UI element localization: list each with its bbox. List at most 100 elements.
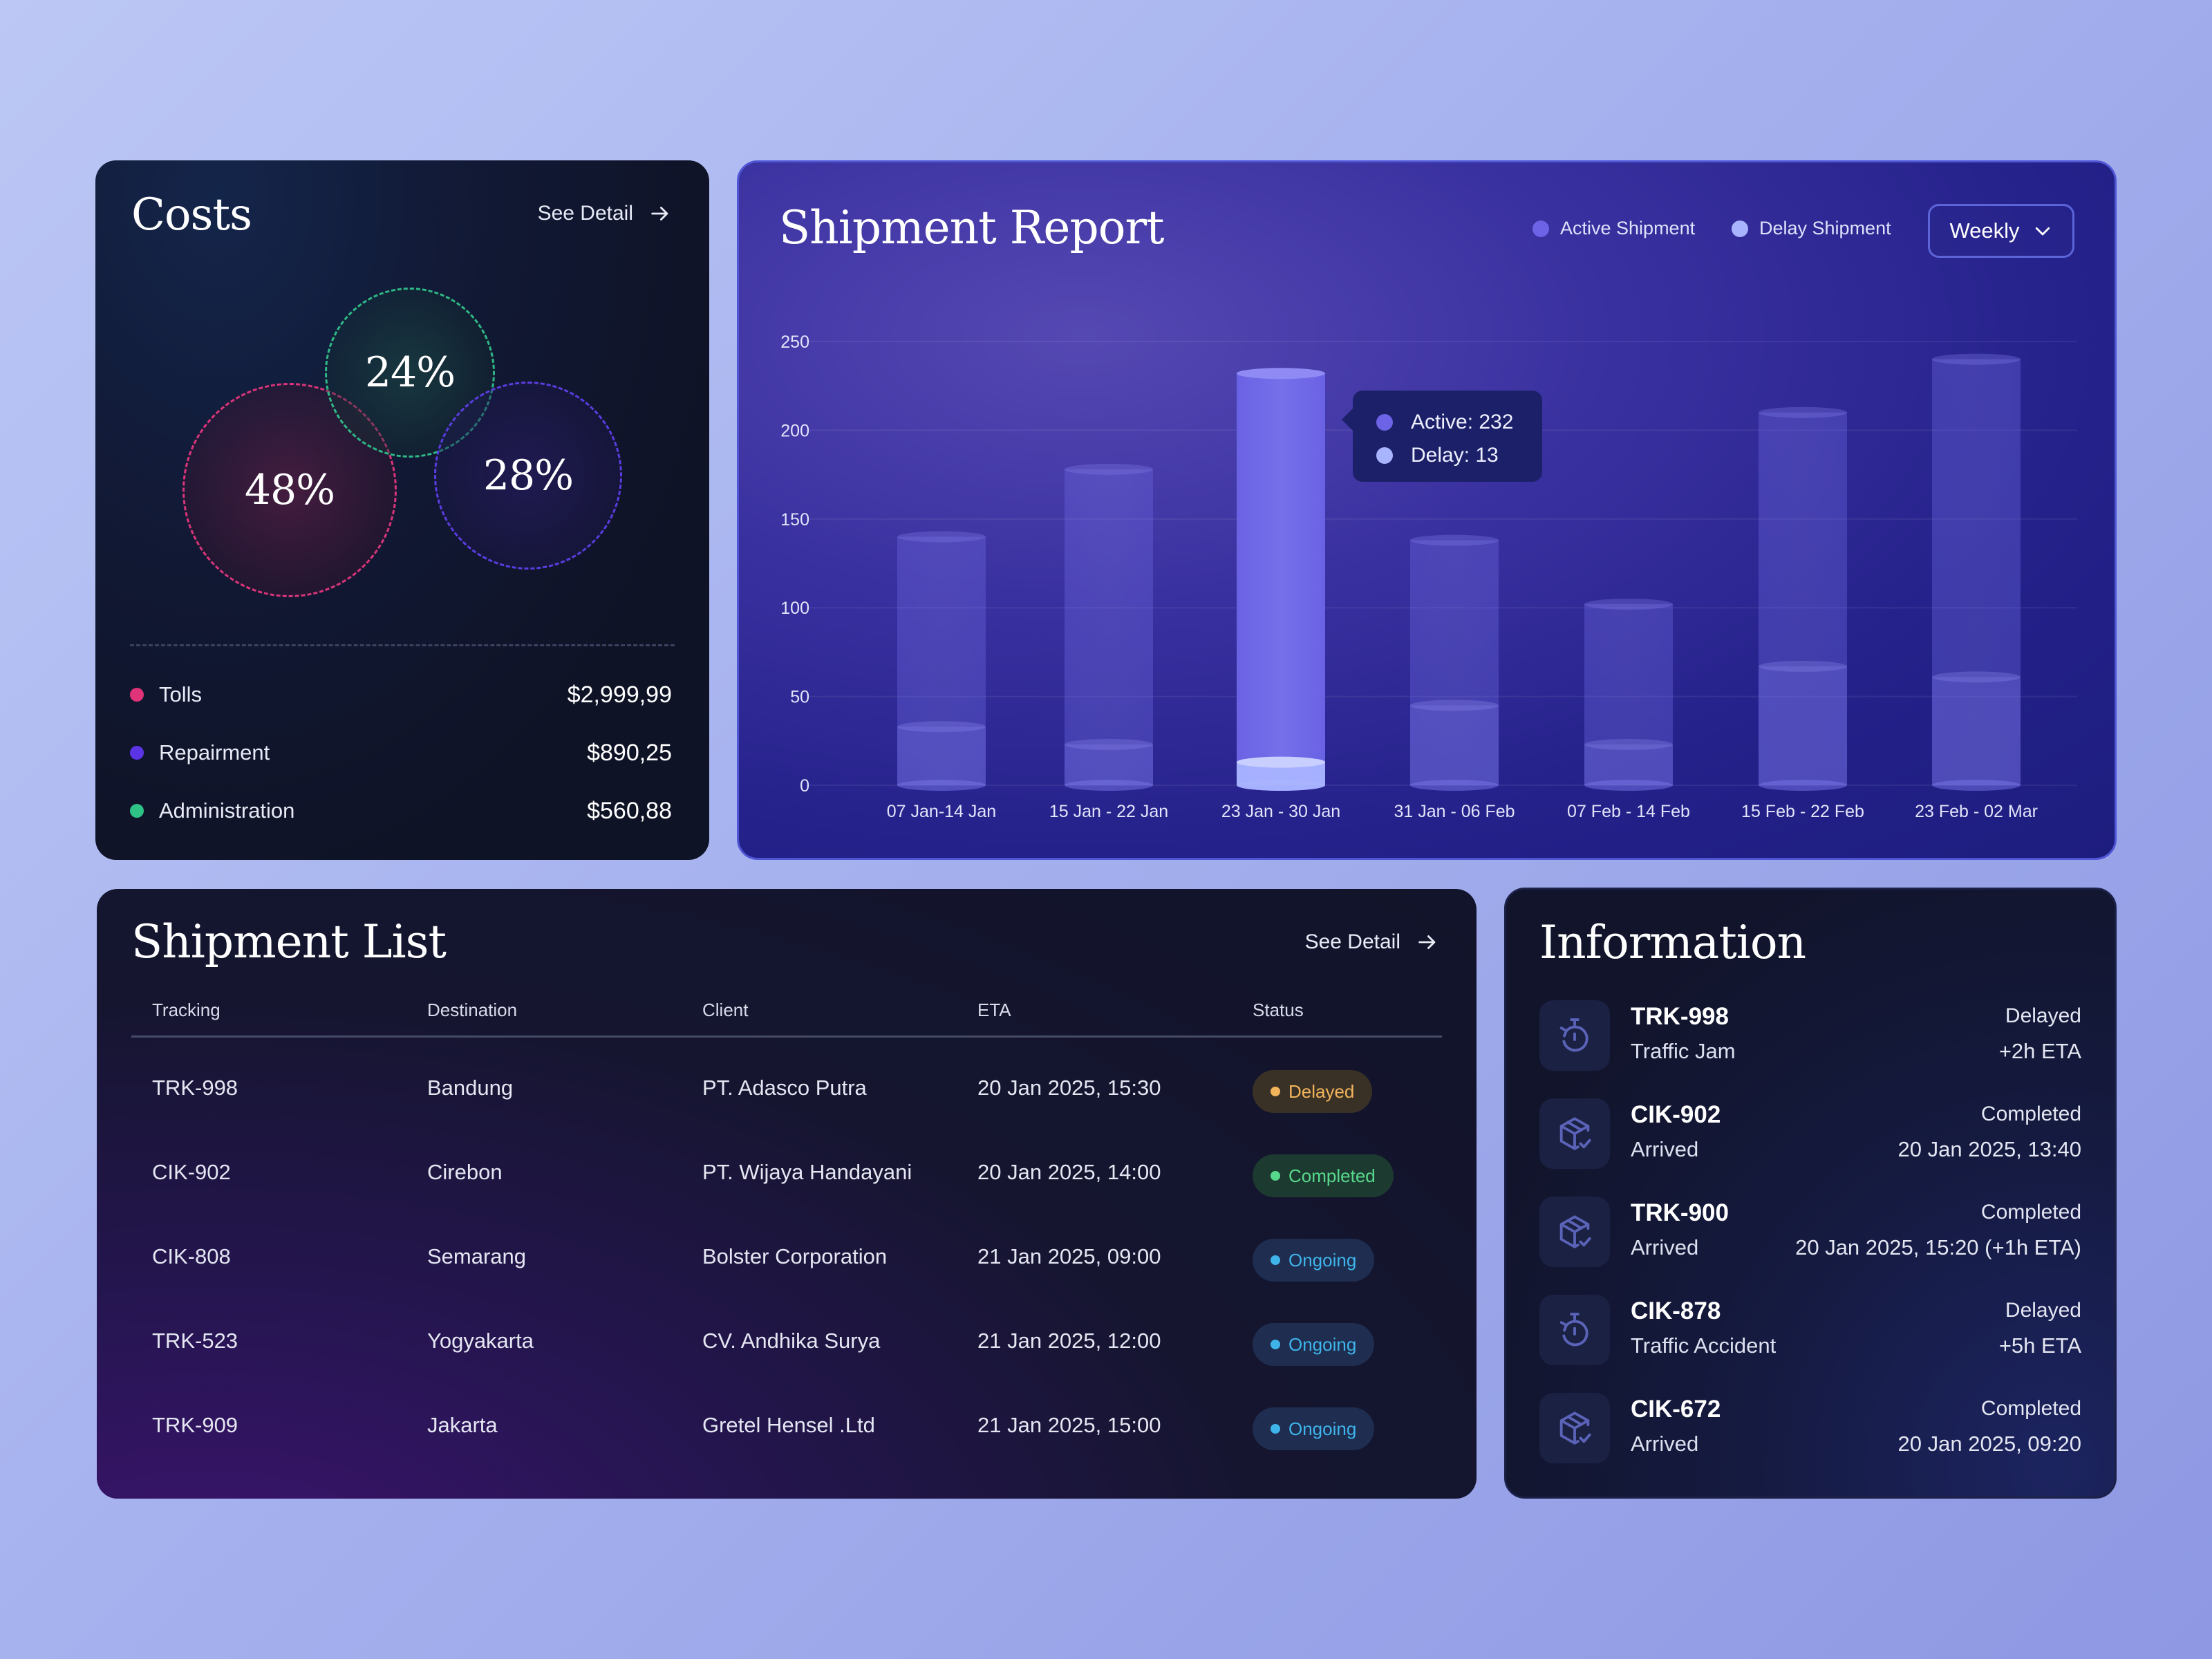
table-row[interactable]: TRK-523 Yogyakarta CV. Andhika Surya 21 … [131,1313,1442,1376]
x-tick-label: 15 Jan - 22 Jan [1049,802,1168,821]
tooltip-pointer [1342,409,1353,431]
column-destination: Destination [427,1000,518,1020]
bar-base [897,780,986,791]
status-label: Completed [1288,1165,1376,1186]
y-tick-label: 200 [780,421,809,440]
info-status: Completed [1980,1103,2081,1125]
info-time: +5h ETA [1998,1333,2081,1358]
cell-tracking: TRK-523 [152,1329,238,1353]
legend-delay-shipment: Delay Shipment [1732,218,1891,239]
active-bar-cap [1759,406,1847,418]
costs-title: Costs [131,189,252,241]
table-row[interactable]: TRK-909 Jakarta Gretel Hensel .Ltd 21 Ja… [131,1398,1442,1460]
cell-eta: 20 Jan 2025, 14:00 [977,1160,1161,1184]
cell-client: Gretel Hensel .Ltd [702,1413,875,1437]
cell-destination: Cirebon [427,1160,503,1184]
table-row[interactable]: CIK-808 Semarang Bolster Corporation 21 … [131,1229,1442,1291]
x-tick-label: 07 Feb - 14 Feb [1567,802,1690,821]
legend-label: Delay Shipment [1759,218,1891,238]
table-row[interactable]: TRK-998 Bandung PT. Adasco Putra 20 Jan … [131,1060,1442,1123]
active-bar [897,536,986,785]
y-tick-label: 0 [800,776,809,796]
cell-client: PT. Wijaya Handayani [702,1160,912,1184]
info-status: Completed [1980,1201,2081,1224]
tooltip-delay-dot [1376,447,1393,464]
info-time: 20 Jan 2025, 15:20 (+1h ETA) [1795,1235,2081,1259]
status-label: Ongoing [1288,1249,1357,1271]
info-item[interactable]: CIK-902 Arrived Completed 20 Jan 2025, 1… [1539,1098,2081,1170]
timer-icon [1559,1313,1588,1347]
delay-bar-base [1759,780,1847,791]
status-badge: Ongoing [1253,1239,1375,1282]
active-bar [1932,359,2021,785]
cell-destination: Bandung [427,1076,514,1100]
info-tracking-id: TRK-998 [1631,1003,1729,1030]
cell-tracking: TRK-998 [152,1076,238,1100]
shipment-list-title: Shipment List [131,915,447,968]
cost-row-repairment: Repairment $890,25 [130,735,672,770]
period-dropdown[interactable]: Weekly [1928,204,2074,258]
bar-base [1065,780,1153,791]
chart-tooltip: Active: 232 Delay: 13 [1342,391,1542,482]
table-row[interactable]: CIK-902 Cirebon PT. Wijaya Handayani 20 … [131,1145,1442,1207]
x-tick-label: 15 Feb - 22 Feb [1741,802,1864,821]
see-detail-label: See Detail [537,202,633,225]
cost-value: $2,999,99 [567,681,672,708]
active-bar [1065,469,1153,785]
repairment-color-dot [130,746,144,760]
cell-eta: 21 Jan 2025, 12:00 [977,1329,1161,1353]
delay-bar-cap [1584,738,1673,750]
cost-label: Administration [159,798,295,823]
report-title: Shipment Report [779,201,1165,254]
list-see-detail-button[interactable]: See Detail [1305,930,1439,954]
cost-label: Repairment [159,740,270,765]
active-bar-cap [1065,463,1153,475]
cell-destination: Jakarta [427,1413,498,1437]
tooltip-delay-value: Delay: 13 [1411,444,1499,467]
cost-label: Tolls [159,682,203,706]
cost-value: $890,25 [587,739,672,766]
info-icon-wrap [1539,1098,1610,1169]
delay-bar [1759,666,1847,785]
cell-eta: 20 Jan 2025, 15:30 [977,1076,1161,1100]
delay-bar-cap [897,721,986,733]
y-tick-label: 250 [780,332,809,352]
arrow-right-icon [651,207,668,221]
active-bar [1237,373,1325,785]
active-bar-cap [897,531,986,543]
info-item[interactable]: CIK-878 Traffic Accident Delayed +5h ETA [1539,1295,2081,1367]
y-tick-label: 150 [780,510,809,529]
cell-client: PT. Adasco Putra [702,1076,867,1100]
package-check-icon [1559,1215,1591,1248]
delay-bar [1932,677,2021,785]
tolls-color-dot [130,688,144,702]
delay-bar [1584,744,1673,785]
column-status: Status [1253,1000,1304,1020]
info-tracking-id: TRK-900 [1631,1199,1729,1226]
info-item[interactable]: TRK-900 Arrived Completed 20 Jan 2025, 1… [1539,1197,2081,1268]
cost-row-tolls: Tolls $2,999,99 [130,677,672,712]
cell-tracking: TRK-909 [152,1413,238,1437]
info-item[interactable]: TRK-998 Traffic Jam Delayed +2h ETA [1539,1000,2081,1072]
status-label: Delayed [1288,1080,1355,1102]
info-status: Delayed [2005,1004,2081,1027]
cell-tracking: CIK-808 [152,1244,231,1268]
info-item[interactable]: CIK-672 Arrived Completed 20 Jan 2025, 0… [1539,1393,2081,1465]
costs-see-detail-button[interactable]: See Detail [538,202,672,225]
legend-active-shipment: Active Shipment [1533,218,1695,239]
arrow-right-icon [1418,935,1436,949]
shipment-report-panel: 0 50 100 150 200 250 07 Jan-14 Jan 15 Jan - 22 … [737,160,2117,860]
cell-client: Bolster Corporation [702,1244,888,1268]
cell-destination: Yogyakarta [427,1329,534,1353]
shipment-list-panel: Shipment List See Detail Tracking Destin… [97,889,1477,1499]
bar-base [1759,780,1847,791]
cell-eta: 21 Jan 2025, 09:00 [977,1244,1161,1268]
active-legend-dot [1533,220,1549,237]
bar-base [1932,780,2021,791]
delay-legend-dot [1732,220,1748,237]
information-title: Information [1539,916,1806,969]
status-label: Ongoing [1288,1333,1357,1355]
delay-bar-base [1065,780,1153,791]
costs-panel: Costs See Detail 48% 24% 28% Tolls $2,99… [95,160,709,860]
x-tick-label: 31 Jan - 06 Feb [1394,802,1515,821]
